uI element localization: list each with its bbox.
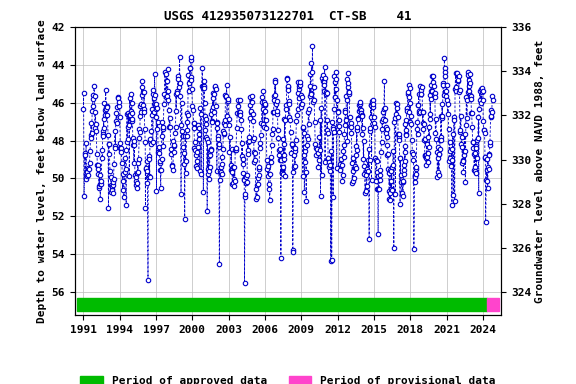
Bar xyxy=(487,298,499,311)
Legend: Period of approved data, Period of provisional data: Period of approved data, Period of provi… xyxy=(76,371,500,384)
Y-axis label: Groundwater level above NAVD 1988, feet: Groundwater level above NAVD 1988, feet xyxy=(535,39,545,303)
Y-axis label: Depth to water level, feet below land surface: Depth to water level, feet below land su… xyxy=(37,19,47,323)
Title: USGS 412935073122701  CT-SB    41: USGS 412935073122701 CT-SB 41 xyxy=(164,10,412,23)
Bar xyxy=(77,298,487,311)
